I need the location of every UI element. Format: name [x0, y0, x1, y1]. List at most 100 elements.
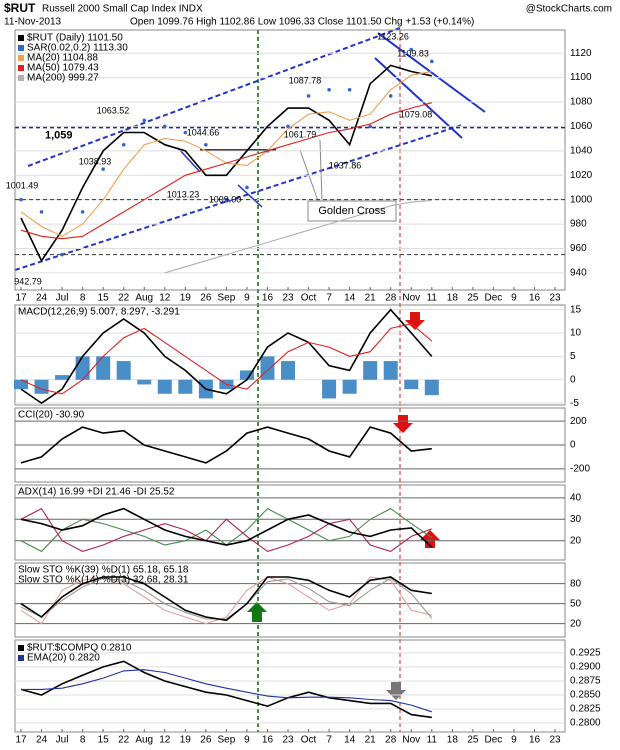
- x-tick-label: 9: [244, 293, 250, 304]
- legend-swatch: [18, 65, 24, 71]
- y-tick-label: 50: [570, 598, 582, 609]
- x-tick-label: 15: [98, 293, 110, 304]
- histogram-bar: [383, 361, 398, 380]
- sar-dot: [368, 124, 372, 129]
- x-tick-label: 7: [326, 293, 332, 304]
- sar-dot: [80, 210, 85, 214]
- legend-entry: MA(50) 1079.43: [27, 63, 99, 74]
- x-tick-label: 21: [365, 293, 377, 304]
- y-tick-label: 1100: [570, 72, 592, 83]
- arrow: [386, 682, 406, 700]
- legend-entry: $RUT:$COMPQ 0.2810: [27, 643, 132, 654]
- arrow: [393, 415, 413, 433]
- x-tick-label: 17: [15, 293, 27, 304]
- histogram-bar: [157, 379, 172, 394]
- sar-dot: [388, 94, 393, 98]
- y-tick-label: 0: [570, 374, 576, 385]
- channel-line: [14, 124, 463, 271]
- y-tick-label: -5: [570, 398, 579, 409]
- sar-dot: [224, 197, 229, 202]
- x-tick-label: 25: [467, 735, 479, 746]
- level-label: 1,059: [45, 130, 73, 142]
- x-tick-label: 12: [159, 735, 171, 746]
- x-tick-label: Nov: [402, 293, 420, 304]
- sar-dot: [142, 118, 147, 123]
- x-tick-label: 15: [98, 735, 110, 746]
- quote: Open 1099.76 High 1102.86 Low 1096.33 Cl…: [130, 17, 474, 28]
- legend-entry: MA(20) 1104.88: [27, 53, 98, 64]
- callout-pointer: [319, 139, 323, 202]
- x-tick-label: 14: [344, 735, 356, 746]
- x-tick-label: 23: [549, 735, 561, 746]
- x-tick-label: Jul: [56, 735, 69, 746]
- x-tick-label: 28: [385, 293, 397, 304]
- sar-dot: [286, 124, 290, 129]
- x-tick-label: 16: [529, 293, 541, 304]
- sar-dot: [101, 167, 105, 171]
- histogram-bar: [404, 379, 419, 390]
- watermark: @StockCharts.com: [526, 4, 612, 15]
- y-tick-label: 1000: [570, 194, 593, 205]
- panel-frame: [14, 562, 566, 638]
- trend-line: [237, 184, 263, 208]
- x-tick-label: 9: [244, 735, 250, 746]
- histogram-bar: [424, 379, 439, 396]
- y-tick-label: 0.2825: [570, 704, 601, 715]
- histogram-bar: [75, 356, 90, 380]
- sar-dot: [39, 210, 44, 214]
- series-line: [20, 507, 432, 553]
- channel-line: [27, 27, 401, 167]
- panel-frame: [14, 29, 566, 291]
- sar-dot: [204, 142, 208, 147]
- histogram-bar: [96, 356, 111, 380]
- price-annotation: 1087.78: [289, 75, 322, 85]
- x-tick-label: 14: [344, 293, 356, 304]
- histogram-bar: [281, 361, 296, 380]
- price-annotation: 1044.66: [187, 127, 220, 137]
- sar-dot: [183, 130, 188, 135]
- series-line: [20, 64, 432, 263]
- histogram-bar: [342, 379, 357, 394]
- series-line: [20, 323, 433, 395]
- x-tick-label: Oct: [301, 293, 317, 304]
- series-line: [20, 576, 432, 622]
- histogram-bar: [116, 361, 131, 380]
- series-line: [164, 200, 432, 274]
- x-tick-label: 18: [447, 735, 459, 746]
- price-annotation: 1079.08: [400, 109, 433, 119]
- symbol: $RUT: [4, 1, 36, 15]
- x-tick-label: 17: [15, 735, 27, 746]
- y-tick-label: 1080: [570, 97, 593, 108]
- x-tick-label: 24: [36, 293, 48, 304]
- y-tick-label: 1020: [570, 170, 593, 181]
- x-tick-label: Aug: [135, 293, 153, 304]
- histogram-bar: [322, 379, 337, 399]
- y-tick-label: 0: [570, 440, 576, 451]
- y-tick-label: 200: [570, 416, 587, 427]
- x-tick-label: 11: [427, 735, 438, 746]
- legend-swatch: [18, 45, 24, 51]
- x-tick-label: 8: [80, 293, 86, 304]
- x-tick-label: 16: [529, 735, 541, 746]
- sar-dot: [327, 88, 331, 92]
- y-tick-label: 80: [570, 578, 582, 589]
- x-tick-label: 16: [262, 735, 274, 746]
- panel-title: MACD(12,26,9) 5.007, 8.297, -3.291: [18, 307, 180, 318]
- x-tick-label: 19: [180, 293, 192, 304]
- legend-entry: $RUT (Daily) 1101.50: [27, 33, 123, 44]
- x-tick-label: Nov: [402, 735, 420, 746]
- price-annotation: 1109.83: [397, 48, 429, 58]
- histogram-bar: [260, 356, 275, 380]
- x-tick-label: 21: [365, 735, 377, 746]
- y-tick-label: 980: [570, 219, 587, 230]
- x-tick-label: 28: [385, 735, 397, 746]
- panel-frame: [14, 484, 566, 561]
- legend-entry: EMA(20) 0.2820: [27, 653, 100, 664]
- arrow: [405, 312, 425, 330]
- histogram-bar: [14, 379, 28, 390]
- sar-dot: [245, 185, 249, 190]
- sar-dot: [162, 124, 167, 129]
- price-annotation: 1038.93: [79, 156, 112, 166]
- sar-dot: [19, 197, 23, 202]
